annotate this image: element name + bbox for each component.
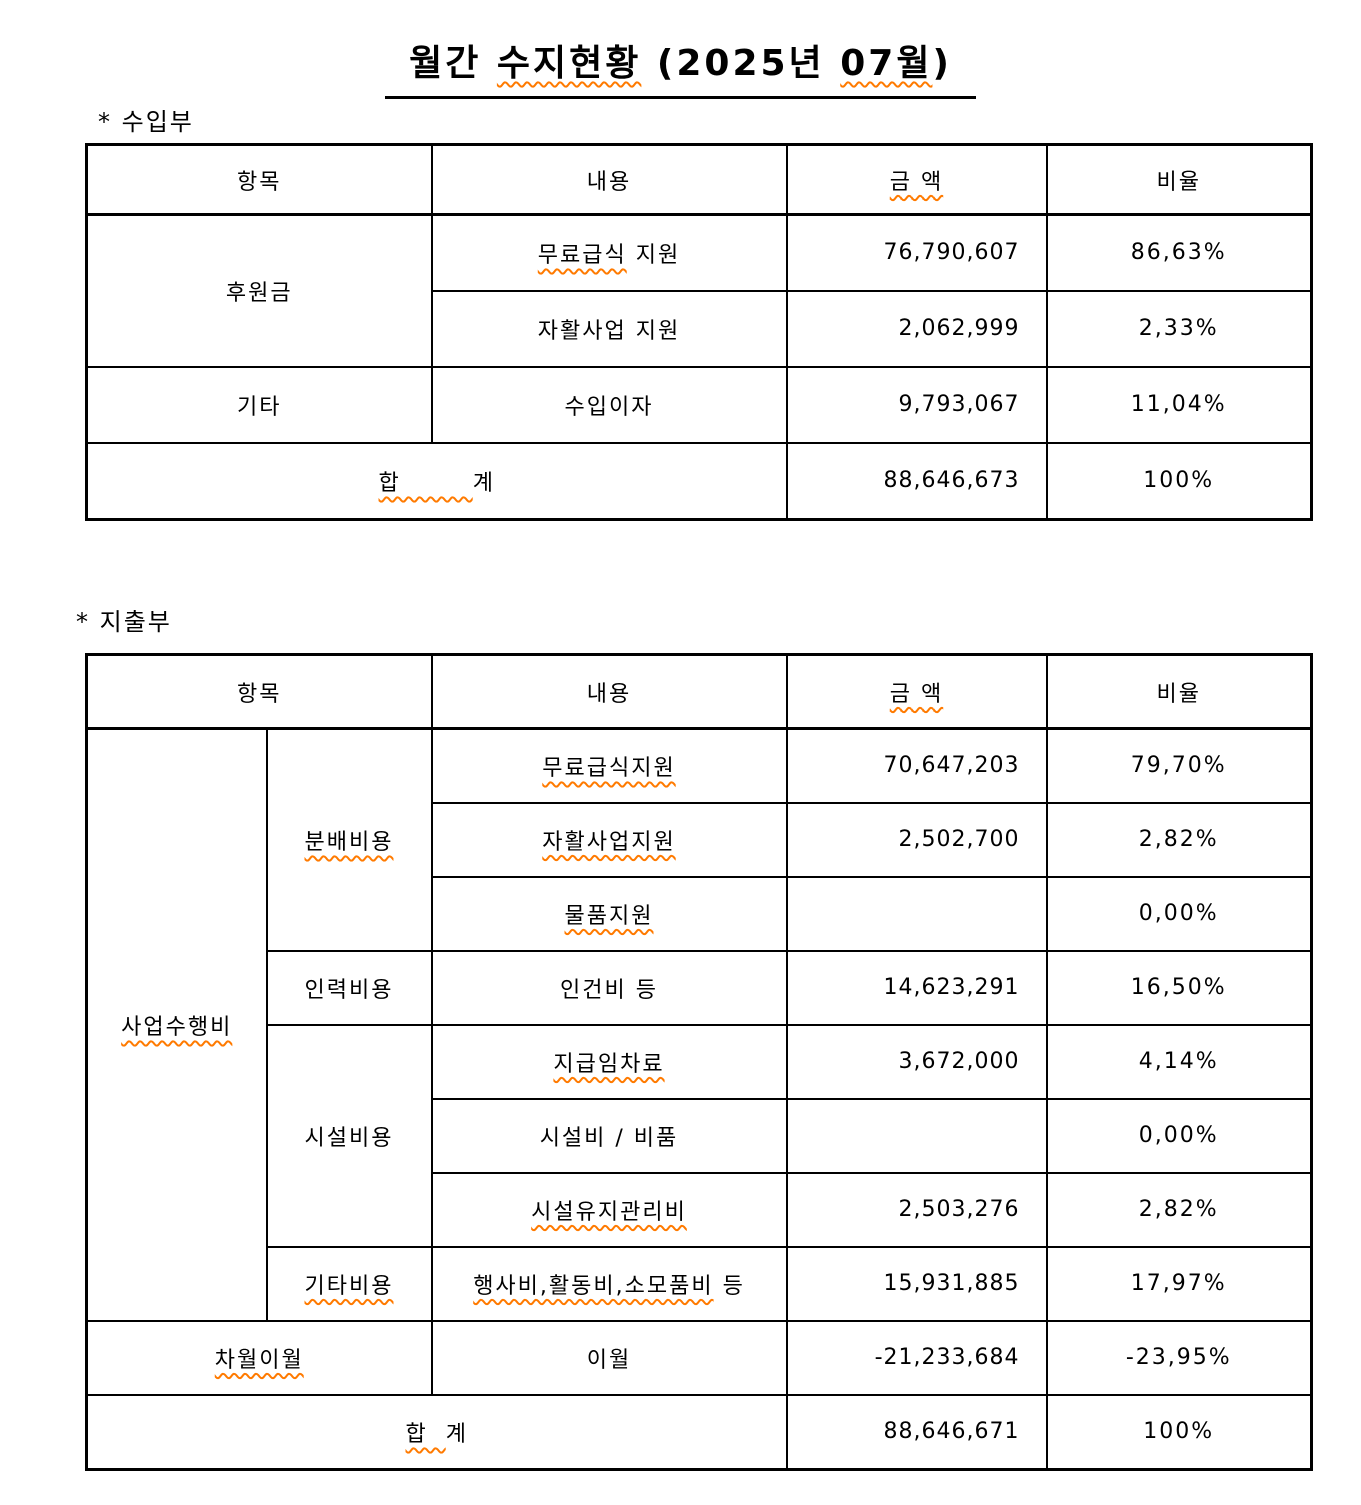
expense-content-cell: 행사비,활동비,소모품비 등 (430, 1245, 788, 1322)
income-amount-cell: 9,793,067 (785, 365, 1048, 444)
expense-carryover-amount: -21,233,684 (785, 1319, 1048, 1396)
expense-content-cell: 지급임차료 (430, 1023, 788, 1100)
income-row-etc-interest: 기타 수입이자 9,793,067 11,04% (85, 365, 1313, 444)
expense-total-amount: 88,646,671 (785, 1393, 1048, 1471)
expense-ratio-cell: 2,82% (1045, 1171, 1313, 1248)
income-table: 항목 내용 금 액 비율 후원금 무료급식 지원 76,790,607 86,6… (85, 143, 1313, 521)
expense-header-content: 내용 (430, 653, 788, 730)
income-header-ratio: 비율 (1045, 143, 1313, 216)
expense-row-meal-support: 사업수행비 분배비용 무료급식지원 70,647,203 79,70% (85, 727, 1313, 1322)
expense-group-cell: 사업수행비 (85, 727, 268, 1322)
income-category-cell: 기타 (85, 365, 433, 444)
expense-amount-cell (785, 875, 1048, 952)
expense-content-cell: 인건비 등 (430, 949, 788, 1026)
expense-amount-cell: 2,503,276 (785, 1171, 1048, 1248)
expense-subgroup-personnel: 인력비용 (265, 949, 433, 1026)
income-amount-cell: 2,062,999 (785, 289, 1048, 368)
expense-amount-cell: 3,672,000 (785, 1023, 1048, 1100)
income-ratio-cell: 11,04% (1045, 365, 1313, 444)
expense-header-ratio: 비율 (1045, 653, 1313, 730)
income-total-label: 합 계 (85, 441, 788, 521)
income-content-cell: 수입이자 (430, 365, 788, 444)
expense-ratio-cell: 4,14% (1045, 1023, 1313, 1100)
income-amount-cell: 76,790,607 (785, 213, 1048, 292)
expense-row-goods-support: 물품지원 0,00% (87, 875, 1313, 952)
title-row: 월간 수지현황 (2025년 07월) (0, 34, 1361, 99)
expense-ratio-cell: 16,50% (1045, 949, 1313, 1026)
expense-ratio-cell: 0,00% (1045, 875, 1313, 952)
income-content-cell: 무료급식 지원 (430, 213, 788, 292)
income-ratio-cell: 2,33% (1045, 289, 1313, 368)
expense-content-cell: 시설유지관리비 (430, 1171, 788, 1248)
expense-subgroup-distribution: 분배비용 (265, 727, 433, 952)
expense-header-amount: 금 액 (785, 653, 1048, 730)
expense-ratio-cell: 17,97% (1045, 1245, 1313, 1322)
expense-row-etc-costs: 기타비용 행사비,활동비,소모품비 등 15,931,885 17,97% (87, 1245, 1313, 1322)
expense-amount-cell (785, 1097, 1048, 1174)
expense-total-label: 합 계 (85, 1393, 788, 1471)
expense-header-item: 항목 (85, 653, 433, 730)
expense-row-personnel: 인력비용 인건비 등 14,623,291 16,50% (87, 949, 1313, 1026)
income-row-donation-selfhelp: 자활사업 지원 2,062,999 2,33% (87, 289, 1313, 368)
expense-content-cell: 자활사업지원 (430, 801, 788, 878)
expense-subgroup-facility: 시설비용 (265, 1023, 433, 1248)
income-total-amount: 88,646,673 (785, 441, 1048, 521)
income-total-ratio: 100% (1045, 441, 1313, 521)
expense-amount-cell: 2,502,700 (785, 801, 1048, 878)
income-header-item: 항목 (85, 143, 433, 216)
income-header-amount: 금 액 (785, 143, 1048, 216)
expense-row-selfhelp-support: 자활사업지원 2,502,700 2,82% (87, 801, 1313, 878)
income-category-cell: 후원금 (85, 213, 433, 368)
expense-row-facility-equipment: 시설비 / 비품 0,00% (87, 1097, 1313, 1174)
expense-carryover-ratio: -23,95% (1045, 1319, 1313, 1396)
income-row-donation-meal: 후원금 무료급식 지원 76,790,607 86,63% (85, 213, 1313, 368)
expense-content-cell: 시설비 / 비품 (430, 1097, 788, 1174)
income-total-row: 합 계 88,646,673 100% (85, 441, 1313, 521)
expense-subgroup-etc: 기타비용 (265, 1245, 433, 1322)
expense-content-cell: 물품지원 (430, 875, 788, 952)
expense-header-row: 항목 내용 금 액 비율 (85, 653, 1313, 730)
page-title: 월간 수지현황 (2025년 07월) (385, 34, 976, 99)
income-header-row: 항목 내용 금 액 비율 (85, 143, 1313, 216)
expense-ratio-cell: 2,82% (1045, 801, 1313, 878)
expense-amount-cell: 14,623,291 (785, 949, 1048, 1026)
income-ratio-cell: 86,63% (1045, 213, 1313, 292)
expense-content-cell: 무료급식지원 (430, 727, 788, 804)
income-header-content: 내용 (430, 143, 788, 216)
expense-table: 항목 내용 금 액 비율 사업수행비 분배비용 무료급식지원 70,647,20… (85, 653, 1313, 1471)
expense-ratio-cell: 0,00% (1045, 1097, 1313, 1174)
expense-carryover-item: 차월이월 (85, 1319, 433, 1396)
income-section-label: * 수입부 (98, 108, 194, 136)
expense-section-label: * 지출부 (76, 608, 172, 636)
expense-total-row: 합 계 88,646,671 100% (85, 1393, 1313, 1471)
income-content-cell: 자활사업 지원 (430, 289, 788, 368)
expense-amount-cell: 70,647,203 (785, 727, 1048, 804)
expense-row-facility-maintenance: 시설유지관리비 2,503,276 2,82% (87, 1171, 1313, 1248)
expense-ratio-cell: 79,70% (1045, 727, 1313, 804)
expense-carryover-row: 차월이월 이월 -21,233,684 -23,95% (85, 1319, 1313, 1396)
expense-carryover-content: 이월 (430, 1319, 788, 1396)
expense-amount-cell: 15,931,885 (785, 1245, 1048, 1322)
expense-row-rent: 시설비용 지급임차료 3,672,000 4,14% (87, 1023, 1313, 1248)
expense-total-ratio: 100% (1045, 1393, 1313, 1471)
